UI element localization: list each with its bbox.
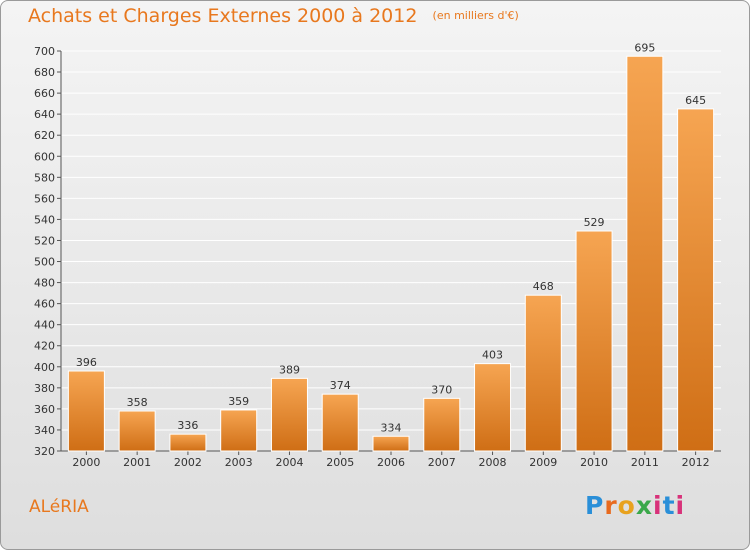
y-tick-label: 500 [34, 256, 55, 269]
x-tick-label: 2004 [275, 456, 303, 469]
y-tick-label: 440 [34, 319, 55, 332]
y-tick-label: 680 [34, 66, 55, 79]
y-tick-label: 600 [34, 150, 55, 163]
bar [220, 409, 258, 452]
logo-letter: P [585, 491, 605, 520]
x-tick-label: 2003 [225, 456, 253, 469]
y-tick-label: 320 [34, 445, 55, 458]
bar [524, 294, 562, 452]
bar [575, 230, 613, 452]
grid [61, 50, 721, 452]
x-tick-label: 2006 [377, 456, 405, 469]
commune-name: ALéRIA [29, 497, 89, 517]
data-label: 403 [482, 349, 503, 362]
data-label: 334 [381, 421, 402, 434]
data-label: 370 [431, 383, 452, 396]
data-label: 529 [584, 216, 605, 229]
x-tick-label: 2012 [682, 456, 710, 469]
labels: 320 340 360 380 400 420 440 460 480 500 520 540 560 5… [34, 41, 710, 469]
data-label: 358 [127, 396, 148, 409]
x-tick-label: 2009 [529, 456, 557, 469]
bar [270, 377, 308, 452]
data-label: 374 [330, 379, 351, 392]
x-tick-label: 2000 [72, 456, 100, 469]
y-tick-label: 480 [34, 277, 55, 290]
data-label: 645 [685, 94, 706, 107]
logo-letter: r [604, 491, 618, 520]
x-tick-label: 2001 [123, 456, 151, 469]
y-tick-label: 560 [34, 192, 55, 205]
x-tick-label: 2008 [479, 456, 507, 469]
y-tick-label: 640 [34, 108, 55, 121]
data-label: 359 [228, 395, 249, 408]
logo-letter: i [653, 491, 663, 520]
data-label: 695 [634, 41, 655, 54]
x-tick-label: 2005 [326, 456, 354, 469]
bar [626, 55, 664, 452]
y-tick-label: 420 [34, 340, 55, 353]
y-tick-label: 660 [34, 87, 55, 100]
proxiti-logo: Proxiti [585, 491, 685, 520]
data-label: 468 [533, 280, 554, 293]
y-tick-label: 400 [34, 361, 55, 374]
data-label: 389 [279, 363, 300, 376]
y-tick-label: 460 [34, 298, 55, 311]
y-tick-label: 540 [34, 213, 55, 226]
bar [118, 410, 156, 452]
x-tick-label: 2010 [580, 456, 608, 469]
chart-title-block: Achats et Charges Externes 2000 à 2012 (… [28, 5, 519, 27]
y-tick-label: 700 [34, 45, 55, 58]
y-tick-label: 620 [34, 129, 55, 142]
bar [67, 370, 105, 452]
bar [321, 393, 359, 452]
y-tick-label: 580 [34, 171, 55, 184]
chart-unit: (en milliers d'€) [432, 9, 519, 22]
data-label: 336 [177, 419, 198, 432]
logo-letter: t [662, 491, 676, 520]
y-tick-label: 380 [34, 382, 55, 395]
x-tick-label: 2011 [631, 456, 659, 469]
bar [677, 108, 715, 452]
axes [57, 50, 721, 455]
bar [372, 435, 410, 452]
chart-title: Achats et Charges Externes 2000 à 2012 [28, 5, 418, 27]
bar [169, 433, 207, 452]
bars [67, 55, 715, 452]
y-tick-label: 340 [34, 424, 55, 437]
x-tick-label: 2007 [428, 456, 456, 469]
y-tick-label: 360 [34, 403, 55, 416]
logo-letter: x [635, 491, 653, 520]
y-tick-label: 520 [34, 234, 55, 247]
x-tick-label: 2002 [174, 456, 202, 469]
logo-letter: i [675, 491, 686, 520]
logo-letter: o [617, 491, 636, 520]
data-label: 396 [76, 356, 97, 369]
bar [474, 363, 512, 452]
bar [423, 397, 461, 452]
